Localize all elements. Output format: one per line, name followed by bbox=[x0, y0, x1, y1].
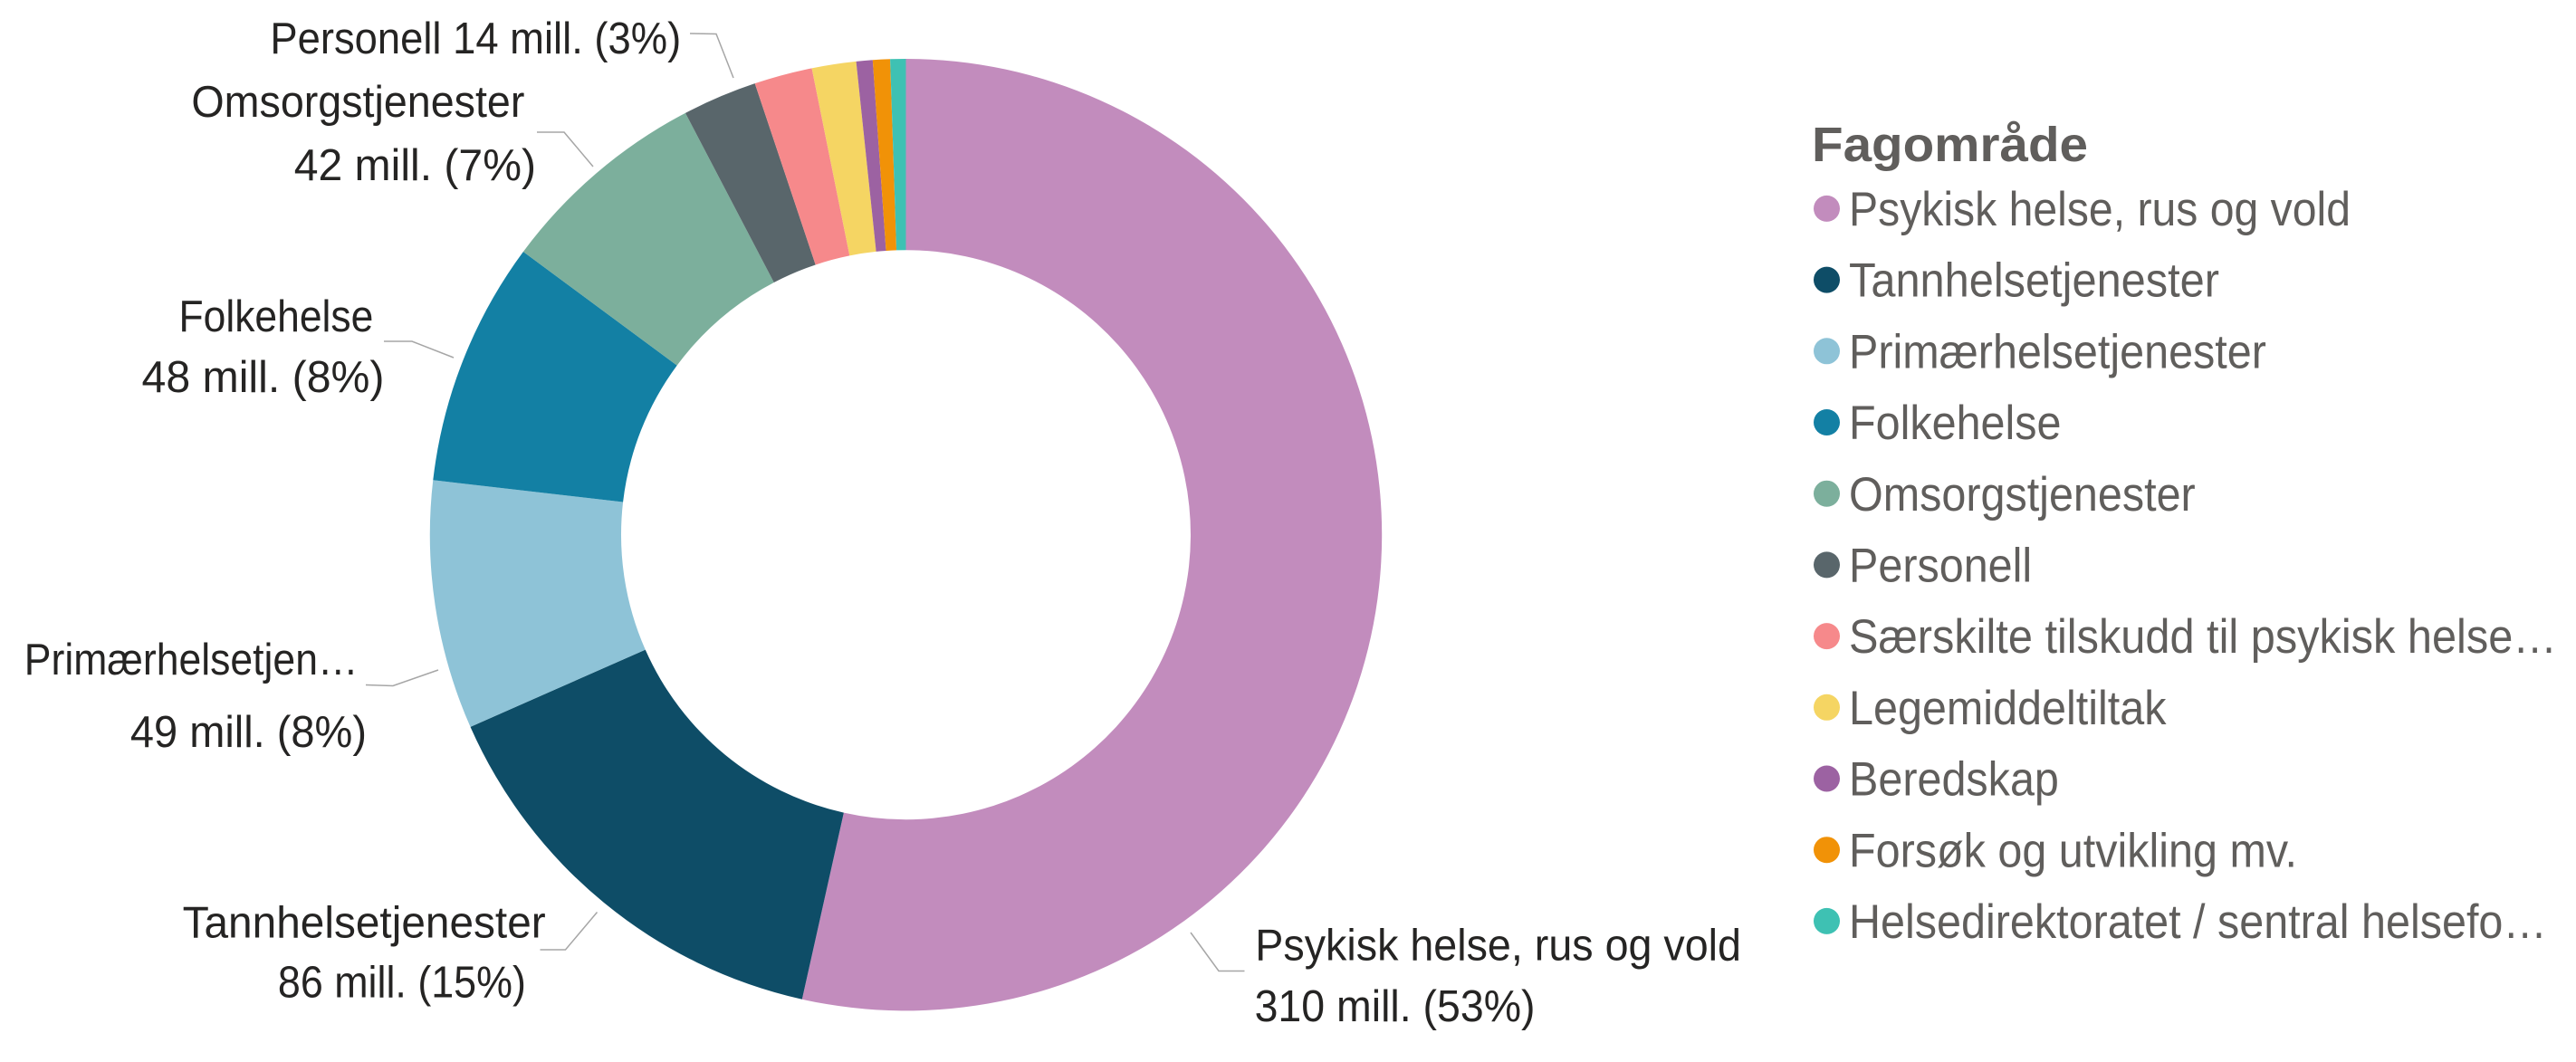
svg-text:Omsorgstjenester: Omsorgstjenester bbox=[191, 78, 524, 127]
svg-text:Omsorgstjenester: Omsorgstjenester bbox=[1849, 468, 2196, 521]
svg-text:Personell: Personell bbox=[1849, 540, 2032, 593]
svg-text:Beredskap: Beredskap bbox=[1849, 753, 2059, 807]
svg-text:Legemiddeltiltak: Legemiddeltiltak bbox=[1849, 682, 2167, 735]
svg-text:49 mill. (8%): 49 mill. (8%) bbox=[130, 708, 367, 757]
svg-text:Helsedirektoratet / sentral he: Helsedirektoratet / sentral helsefo… bbox=[1849, 895, 2547, 949]
svg-text:48 mill. (8%): 48 mill. (8%) bbox=[142, 353, 385, 402]
svg-text:Psykisk helse, rus og vold: Psykisk helse, rus og vold bbox=[1849, 183, 2351, 236]
svg-text:Tannhelsetjenester: Tannhelsetjenester bbox=[183, 898, 546, 947]
svg-text:42 mill. (7%): 42 mill. (7%) bbox=[294, 141, 536, 190]
svg-text:Særskilte tilskudd til psykisk: Særskilte tilskudd til psykisk helse… bbox=[1849, 610, 2557, 664]
svg-text:Tannhelsetjenester: Tannhelsetjenester bbox=[1849, 254, 2219, 308]
svg-text:Psykisk helse, rus og vold: Psykisk helse, rus og vold bbox=[1255, 921, 1741, 970]
svg-text:Folkehelse: Folkehelse bbox=[179, 292, 374, 341]
svg-text:310 mill. (53%): 310 mill. (53%) bbox=[1255, 982, 1536, 1031]
svg-text:Primærhelsetjen…: Primærhelsetjen… bbox=[24, 636, 359, 684]
svg-text:Folkehelse: Folkehelse bbox=[1849, 397, 2062, 450]
svg-text:Fagområde: Fagområde bbox=[1812, 118, 2088, 172]
svg-text:Primærhelsetjenester: Primærhelsetjenester bbox=[1849, 325, 2266, 378]
svg-text:Personell 14 mill. (3%): Personell 14 mill. (3%) bbox=[270, 14, 681, 63]
svg-text:Forsøk og utvikling mv.: Forsøk og utvikling mv. bbox=[1849, 824, 2297, 877]
svg-text:86 mill. (15%): 86 mill. (15%) bbox=[278, 959, 526, 1008]
